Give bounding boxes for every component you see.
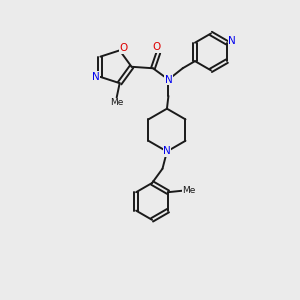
Text: N: N	[165, 75, 172, 85]
Text: N: N	[92, 72, 100, 82]
Text: N: N	[228, 36, 236, 46]
Text: O: O	[153, 43, 161, 52]
Text: Me: Me	[182, 186, 196, 195]
Text: N: N	[163, 146, 171, 157]
Text: O: O	[119, 43, 128, 53]
Text: Me: Me	[110, 98, 123, 107]
